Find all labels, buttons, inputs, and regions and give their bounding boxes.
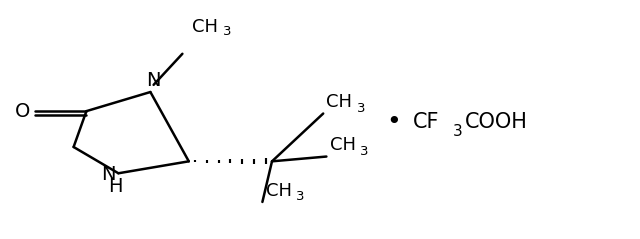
Text: CF: CF	[413, 112, 439, 132]
Text: 3: 3	[223, 25, 231, 38]
Text: O: O	[15, 102, 30, 121]
Text: CH: CH	[192, 18, 218, 36]
Text: CH: CH	[330, 136, 356, 154]
Text: 3: 3	[360, 145, 369, 158]
Text: H: H	[108, 177, 122, 196]
Text: 3: 3	[296, 190, 305, 203]
Text: COOH: COOH	[465, 112, 528, 132]
Text: 3: 3	[357, 102, 365, 115]
Text: •: •	[386, 110, 401, 134]
Text: CH: CH	[326, 93, 353, 111]
Text: CH: CH	[266, 182, 292, 200]
Text: 3: 3	[453, 124, 463, 139]
Text: N: N	[100, 165, 115, 184]
Text: N: N	[147, 71, 161, 90]
